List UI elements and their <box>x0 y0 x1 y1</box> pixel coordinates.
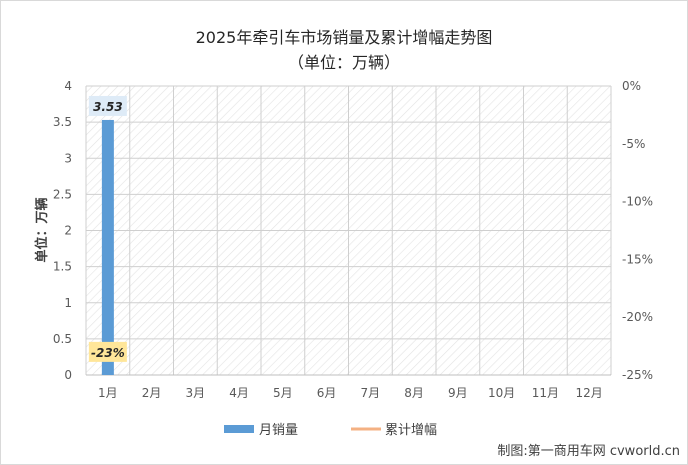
x-tick-label: 5月 <box>273 386 293 400</box>
left-tick-label: 3 <box>64 151 72 165</box>
x-tick-label: 12月 <box>575 386 602 400</box>
bar <box>101 119 114 376</box>
right-axis-ticks: 0% -5% -10% -15% -20% -25% <box>622 79 653 382</box>
y-axis-label: 单位：万辆 <box>34 197 50 262</box>
x-tick-label: 10月 <box>488 386 515 400</box>
right-tick-label: -20% <box>622 310 653 324</box>
bar-data-label: 3.53 <box>93 100 123 114</box>
x-axis-ticks: 1月 2月 3月 4月 5月 6月 7月 8月 9月 10月 11月 12月 <box>98 386 603 400</box>
left-tick-label: 4 <box>64 79 72 93</box>
x-tick-label: 3月 <box>186 386 206 400</box>
bar-data-label-bg <box>88 95 127 116</box>
legend-label-cumulative-growth: 累计增幅 <box>385 423 437 438</box>
right-tick-label: 0% <box>622 79 641 93</box>
right-tick-label: -5% <box>622 137 645 151</box>
x-tick-label: 1月 <box>98 386 118 400</box>
chart-title: 2025年牵引车市场销量及累计增幅走势图 <box>195 28 493 47</box>
legend-swatch-bar <box>224 425 254 433</box>
left-tick-label: 3.5 <box>53 115 72 129</box>
bar-series <box>101 119 114 376</box>
x-tick-label: 11月 <box>532 386 559 400</box>
credit-text: 制图:第一商用车网 cvworld.cn <box>497 444 680 459</box>
left-tick-label: 2 <box>64 224 72 238</box>
line-data-label-bg <box>88 341 127 362</box>
left-tick-label: 0 <box>64 368 72 382</box>
left-tick-label: 0.5 <box>53 332 72 346</box>
x-tick-label: 6月 <box>317 386 337 400</box>
x-tick-label: 8月 <box>404 386 424 400</box>
right-tick-label: -15% <box>622 252 653 266</box>
right-tick-label: -25% <box>622 368 653 382</box>
x-tick-label: 2月 <box>142 386 162 400</box>
left-axis-ticks: 0 0.5 1 1.5 2 2.5 3 3.5 4 <box>53 79 72 382</box>
right-tick-label: -10% <box>622 195 653 209</box>
x-tick-label: 7月 <box>361 386 381 400</box>
grid-lines <box>85 85 612 376</box>
left-tick-label: 1.5 <box>53 260 72 274</box>
x-tick-label: 4月 <box>229 386 249 400</box>
left-tick-label: 2.5 <box>53 187 72 201</box>
x-tick-label: 9月 <box>448 386 468 400</box>
left-tick-label: 1 <box>64 296 72 310</box>
chart-subtitle: （单位：万辆） <box>287 53 400 72</box>
data-labels: 3.53 -23% <box>88 95 127 362</box>
line-data-label: -23% <box>91 346 125 360</box>
legend: 月销量 累计增幅 <box>224 423 437 438</box>
legend-label-monthly-sales: 月销量 <box>259 423 298 438</box>
